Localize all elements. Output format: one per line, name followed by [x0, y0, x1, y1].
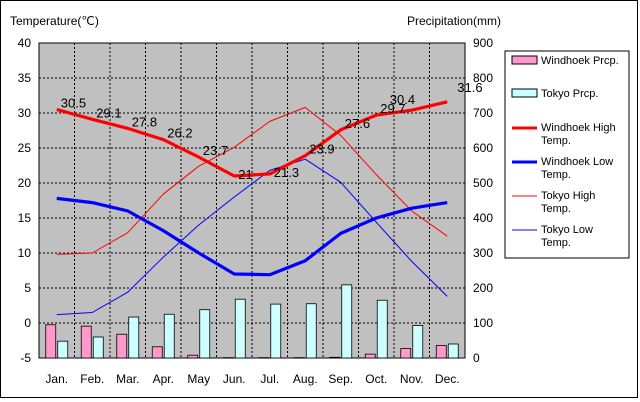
bar-tokyo-prcp-feb: [92, 336, 104, 359]
legend-box: [504, 50, 630, 259]
ytick-left-35: 35: [18, 71, 32, 85]
bar-tokyo-prcp-may: [199, 309, 211, 359]
xtick-apr: Apr.: [153, 372, 174, 386]
data-label-jul: 21.3: [274, 165, 299, 180]
ytick-left-20: 20: [18, 176, 32, 190]
bar-tokyo-prcp-aug: [305, 303, 317, 359]
data-label-sep: 27.6: [345, 116, 370, 131]
bar-windhoek-prcp-dec: [435, 344, 447, 359]
legend-label-tokyo-prcp: Tokyo Prcp.: [541, 88, 598, 100]
bar-windhoek-prcp-nov: [400, 348, 412, 359]
ytick-left-15: 15: [18, 211, 32, 225]
ytick-right-0: 0: [473, 351, 480, 365]
ytick-left-25: 25: [18, 141, 32, 155]
bar-tokyo-prcp-jul: [270, 303, 282, 359]
ytick-right-100: 100: [473, 316, 493, 330]
legend-swatch-tokyo-prcp: [511, 88, 538, 98]
climate-chart: Temperature(℃) Precipitation(mm) 30.5 29.…: [10, 14, 630, 386]
xtick-aug: Aug.: [293, 372, 318, 386]
bar-windhoek-prcp-feb: [80, 325, 92, 359]
data-label-jun: 21: [238, 167, 252, 182]
left-axis-ticks: -5 0 5 10 15 20 25 30 35 40: [18, 36, 32, 365]
xtick-nov: Nov.: [400, 372, 424, 386]
ytick-right-700: 700: [473, 106, 493, 120]
xtick-jun: Jun.: [223, 372, 246, 386]
legend-label-windhoek-high: Windhoek High: [541, 122, 616, 134]
xtick-oct: Oct.: [365, 372, 387, 386]
bar-windhoek-prcp-aug: [293, 357, 305, 359]
grid-lines: [39, 43, 465, 358]
legend-label-tokyo-low-line2: Temp.: [541, 237, 571, 249]
bar-windhoek-prcp-oct: [364, 353, 376, 359]
x-axis-ticks: Jan. Feb. Mar. Apr. May Jun. Jul. Aug. Sep. Oct. N…: [45, 372, 459, 386]
bar-windhoek-prcp-sep: [329, 356, 341, 359]
bar-windhoek-prcp-apr: [151, 346, 163, 359]
bar-tokyo-prcp-apr: [163, 313, 175, 359]
data-label-jan: 30.5: [61, 96, 86, 111]
bar-tokyo-prcp-sep: [341, 284, 353, 359]
bar-tokyo-prcp-jan: [57, 340, 69, 359]
line-tokyo-high-temp: [56, 106, 448, 255]
ytick-right-600: 600: [473, 141, 493, 155]
bar-windhoek-prcp-jan: [45, 324, 57, 359]
legend-label-tokyo-low: Tokyo Low: [541, 224, 593, 236]
bar-windhoek-prcp-mar: [116, 333, 128, 359]
data-label-oct: 29.7: [380, 101, 405, 116]
xtick-jul: Jul.: [260, 372, 279, 386]
data-labels: 30.5 29.1 27.8 26.2 23.7 21 21.3 23.9 27.6 29.730…: [61, 80, 483, 182]
line-windhoek-high-temp: [56, 100, 448, 178]
ytick-left-30: 30: [18, 106, 32, 120]
right-axis-title: Precipitation(mm): [407, 14, 501, 28]
xtick-feb: Feb.: [80, 372, 104, 386]
line-tokyo-low-temp: [56, 158, 448, 316]
legend-label-tokyo-high: Tokyo High: [541, 190, 595, 202]
legend-label-windhoek-high-line2: Temp.: [541, 135, 571, 147]
data-label-apr: 26.2: [167, 126, 192, 141]
legend-label-tokyo-high-line2: Temp.: [541, 203, 571, 215]
ytick-left-40: 40: [18, 36, 32, 50]
data-label-mar: 27.8: [132, 114, 157, 129]
data-label-aug: 23.9: [309, 142, 334, 157]
bar-windhoek-prcp-may: [187, 354, 199, 359]
bar-tokyo-prcp-oct: [376, 299, 388, 359]
xtick-dec: Dec.: [435, 372, 460, 386]
bar-tokyo-prcp-jun: [234, 298, 246, 359]
data-label-nov: 30.4: [390, 92, 415, 107]
xtick-mar: Mar.: [116, 372, 139, 386]
legend-label-windhoek-prcp: Windhoek Prcp.: [541, 55, 619, 67]
ytick-right-200: 200: [473, 281, 493, 295]
legend: Windhoek Prcp.Tokyo Prcp.Windhoek HighTe…: [504, 50, 630, 259]
legend-swatch-windhoek-prcp: [511, 55, 538, 65]
ytick-right-800: 800: [473, 71, 493, 85]
data-label-may: 23.7: [203, 143, 228, 158]
ytick-right-300: 300: [473, 246, 493, 260]
xtick-jan: Jan.: [45, 372, 68, 386]
ytick-right-500: 500: [473, 176, 493, 190]
legend-label-windhoek-low: Windhoek Low: [541, 156, 613, 168]
bar-windhoek-prcp-jul: [258, 357, 270, 359]
temperature-lines: [56, 100, 448, 316]
bar-windhoek-prcp-jun: [222, 357, 234, 359]
xtick-sep: Sep.: [328, 372, 353, 386]
ytick-right-400: 400: [473, 211, 493, 225]
ytick-left-10: 10: [18, 246, 32, 260]
ytick-left-0: 0: [24, 316, 31, 330]
ytick-left-5: 5: [24, 281, 31, 295]
data-label-dec: 31.6: [457, 80, 482, 95]
data-label-feb: 29.1: [96, 105, 121, 120]
bar-tokyo-prcp-nov: [412, 325, 424, 359]
ytick-right-900: 900: [473, 36, 493, 50]
legend-label-windhoek-low-line2: Temp.: [541, 169, 571, 181]
ytick-left-5: -5: [20, 351, 31, 365]
xtick-may: May: [187, 372, 210, 386]
bar-tokyo-prcp-dec: [447, 343, 459, 359]
line-windhoek-low-temp: [56, 196, 448, 277]
right-axis-ticks: 0 100 200 300 400 500 600 700 800 900: [473, 36, 493, 365]
precipitation-bars: [45, 284, 459, 359]
left-axis-title: Temperature(℃): [10, 14, 99, 28]
bar-tokyo-prcp-mar: [128, 316, 140, 359]
